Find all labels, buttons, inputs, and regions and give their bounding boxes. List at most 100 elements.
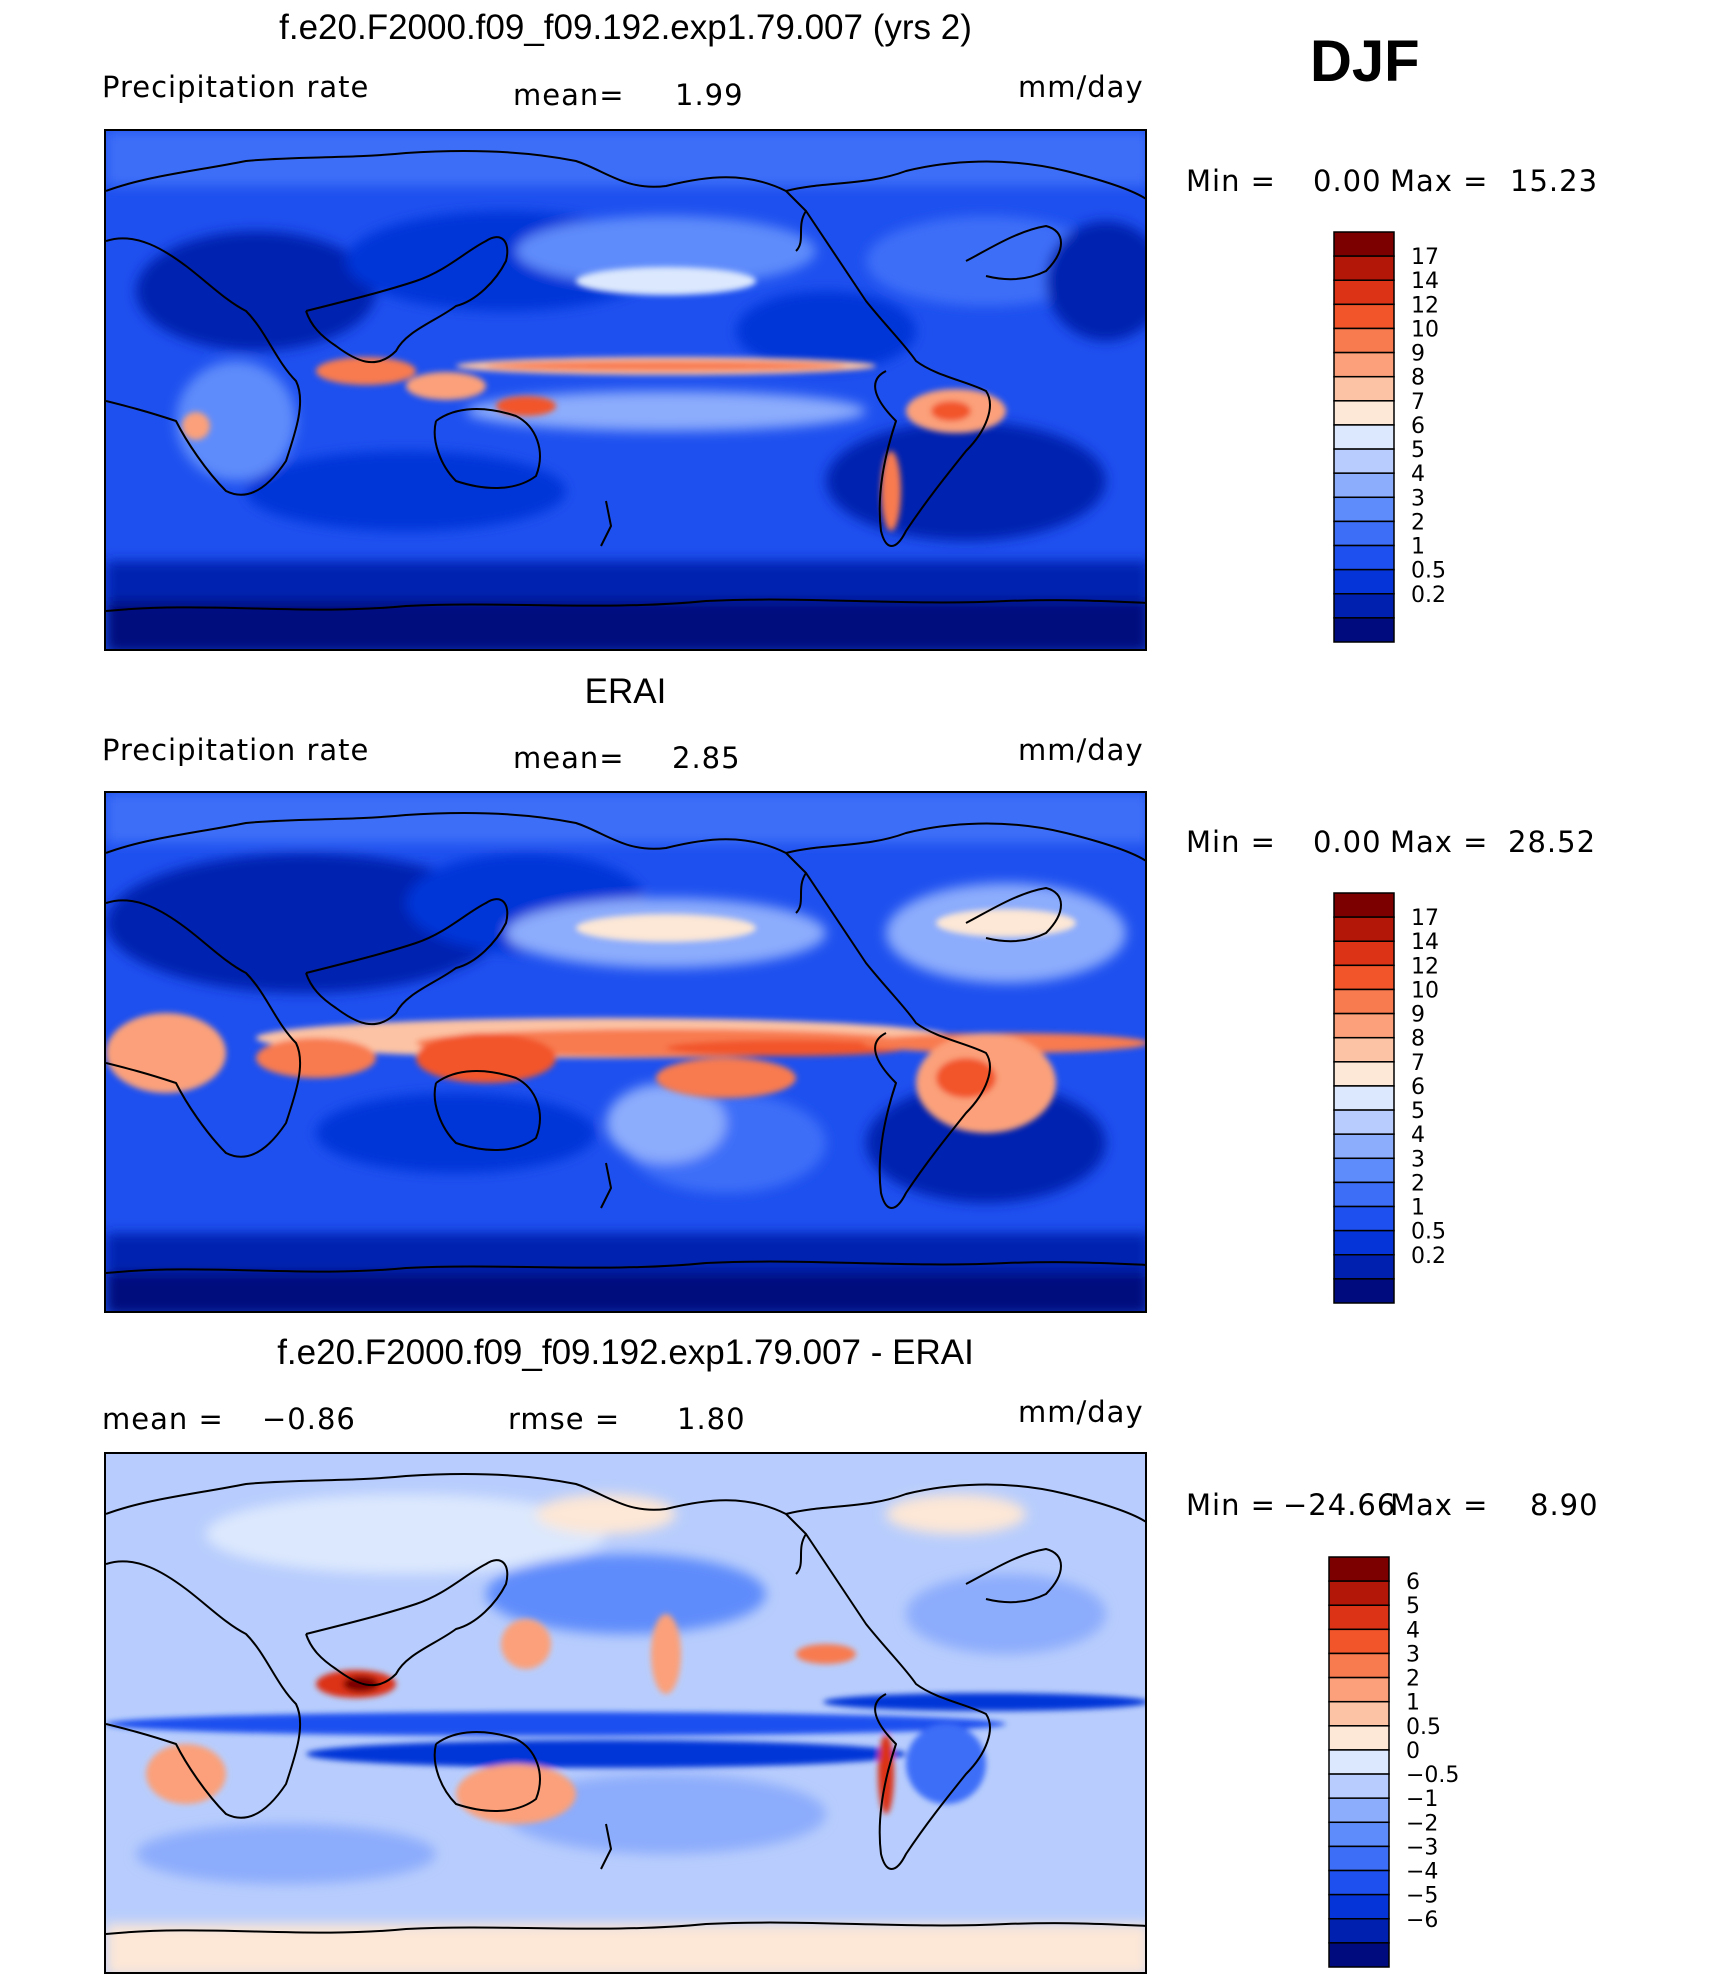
colorbar-tick-label: 7 bbox=[1411, 390, 1425, 415]
colorbar-swatch bbox=[1333, 568, 1395, 595]
colorbar-tick-label: 17 bbox=[1411, 906, 1439, 931]
colorbar-tick-label: 5 bbox=[1411, 1099, 1425, 1124]
colorbar-swatch bbox=[1328, 1628, 1390, 1655]
colorbar-swatch bbox=[1333, 1157, 1395, 1184]
colorbar-swatch bbox=[1328, 1652, 1390, 1679]
colorbar-swatch bbox=[1333, 1181, 1395, 1208]
colorbar-swatch bbox=[1333, 375, 1395, 402]
panel-3-colorbar: 6 5 4 3 2 1 0.5 0 −0.5 −1 −2 −3 −4 −5 −6 bbox=[1328, 1556, 1498, 1968]
colorbar-swatch bbox=[1328, 1725, 1390, 1751]
colorbar-swatch bbox=[1328, 1869, 1390, 1896]
colorbar-swatch bbox=[1333, 1205, 1395, 1232]
colorbar-tick-label: 6 bbox=[1411, 414, 1425, 439]
colorbar-swatch bbox=[1328, 1604, 1390, 1631]
colorbar-swatch bbox=[1333, 593, 1395, 619]
colorbar-tick-label: 3 bbox=[1406, 1642, 1420, 1667]
colorbar-tick-label: 3 bbox=[1411, 1147, 1425, 1172]
colorbar-tick-label: 8 bbox=[1411, 366, 1425, 391]
colorbar-swatch bbox=[1333, 544, 1395, 571]
colorbar-tick-label: 12 bbox=[1411, 954, 1439, 979]
colorbar-tick-label: 9 bbox=[1411, 1003, 1425, 1028]
colorbar-swatch bbox=[1333, 400, 1395, 426]
panel-3-units: mm/day bbox=[1018, 1395, 1144, 1429]
colorbar-tick-label: −5 bbox=[1406, 1884, 1438, 1909]
colorbar-tick-label: −1 bbox=[1406, 1787, 1438, 1812]
colorbar-swatch bbox=[1333, 940, 1395, 967]
panel-1-min-label: Min = bbox=[1186, 164, 1276, 198]
colorbar-swatch bbox=[1333, 892, 1395, 918]
colorbar-swatch bbox=[1333, 351, 1395, 378]
panel-1-colorbar: 17 14 12 10 9 8 7 6 5 4 3 2 1 0.5 0.2 bbox=[1333, 231, 1493, 643]
colorbar-tick-label: 0.2 bbox=[1411, 583, 1446, 608]
panel-1-min-value: 0.00 bbox=[1313, 164, 1382, 198]
colorbar-swatch bbox=[1328, 1700, 1390, 1727]
colorbar-swatch bbox=[1328, 1556, 1390, 1582]
colorbar-tick-label: −4 bbox=[1406, 1860, 1438, 1885]
panel-1-map bbox=[104, 129, 1147, 651]
colorbar-swatch bbox=[1333, 448, 1395, 474]
panel-1-map-svg bbox=[106, 131, 1145, 649]
panel-1-units: mm/day bbox=[1018, 70, 1144, 104]
panel-1-title: f.e20.F2000.f09_f09.192.exp1.79.007 (yrs… bbox=[279, 8, 972, 47]
colorbar-swatch bbox=[1333, 988, 1395, 1015]
colorbar-tick-label: 2 bbox=[1406, 1667, 1420, 1692]
colorbar-swatch bbox=[1333, 424, 1395, 450]
panel-1-max-label: Max = bbox=[1390, 164, 1489, 198]
panel-2-map-svg bbox=[106, 793, 1145, 1311]
colorbar-tick-label: 2 bbox=[1411, 1171, 1425, 1196]
colorbar-swatch bbox=[1328, 1845, 1390, 1872]
colorbar-tick-label: 1 bbox=[1411, 535, 1425, 560]
panel-2-mean-label: mean= bbox=[513, 741, 625, 775]
panel-3-min-label: Min = bbox=[1186, 1488, 1276, 1522]
colorbar-swatch bbox=[1328, 1676, 1390, 1703]
colorbar-tick-label: 7 bbox=[1411, 1051, 1425, 1076]
panel-1-variable-label: Precipitation rate bbox=[102, 70, 370, 104]
colorbar-tick-label: −0.5 bbox=[1406, 1763, 1459, 1788]
panel-3-map-svg bbox=[106, 1454, 1145, 1972]
colorbar-swatch bbox=[1333, 472, 1395, 499]
colorbar-tick-label: 10 bbox=[1411, 317, 1439, 342]
colorbar-tick-label: 5 bbox=[1411, 438, 1425, 463]
panel-2-variable-label: Precipitation rate bbox=[102, 733, 370, 767]
panel-2-max-value: 28.52 bbox=[1508, 825, 1597, 859]
panel-1-mean-label: mean= bbox=[513, 78, 625, 112]
colorbar-tick-label: 14 bbox=[1411, 930, 1439, 955]
colorbar-swatch bbox=[1328, 1893, 1390, 1920]
colorbar-tick-label: 1 bbox=[1406, 1691, 1420, 1716]
colorbar-tick-label: −2 bbox=[1406, 1811, 1438, 1836]
colorbar-tick-label: −3 bbox=[1406, 1835, 1438, 1860]
panel-2-colorbar: 17 14 12 10 9 8 7 6 5 4 3 2 1 0.5 0.2 bbox=[1333, 892, 1493, 1304]
colorbar-swatch bbox=[1333, 279, 1395, 306]
colorbar-tick-label: 4 bbox=[1406, 1618, 1420, 1643]
colorbar-tick-label: 6 bbox=[1411, 1075, 1425, 1100]
colorbar-tick-label: 5 bbox=[1406, 1594, 1420, 1619]
panel-3-max-label: Max = bbox=[1390, 1488, 1489, 1522]
colorbar-swatch bbox=[1333, 255, 1395, 281]
colorbar-swatch bbox=[1333, 916, 1395, 942]
season-label: DJF bbox=[1310, 29, 1420, 94]
colorbar-tick-label: 12 bbox=[1411, 293, 1439, 318]
colorbar-tick-label: 17 bbox=[1411, 245, 1439, 270]
panel-2-units: mm/day bbox=[1018, 733, 1144, 767]
colorbar-tick-label: 0 bbox=[1406, 1739, 1420, 1764]
colorbar-tick-label: 8 bbox=[1411, 1027, 1425, 1052]
colorbar-swatch bbox=[1333, 1254, 1395, 1280]
colorbar-tick-label: 0.5 bbox=[1411, 1220, 1446, 1245]
colorbar-tick-label: 4 bbox=[1411, 1123, 1425, 1148]
colorbar-tick-label: 9 bbox=[1411, 342, 1425, 367]
panel-1-max-value: 15.23 bbox=[1510, 164, 1599, 198]
colorbar-swatch bbox=[1333, 1109, 1395, 1135]
colorbar-swatch bbox=[1333, 617, 1395, 643]
colorbar-swatch bbox=[1333, 520, 1395, 547]
panel-3-mean-value: −0.86 bbox=[262, 1402, 356, 1436]
colorbar-swatch bbox=[1328, 1821, 1390, 1848]
colorbar-tick-label: 4 bbox=[1411, 462, 1425, 487]
colorbar-swatch bbox=[1328, 1580, 1390, 1606]
panel-2-mean-value: 2.85 bbox=[672, 741, 741, 775]
colorbar-tick-label: 3 bbox=[1411, 486, 1425, 511]
panel-3-map bbox=[104, 1452, 1147, 1974]
colorbar-swatch bbox=[1328, 1749, 1390, 1775]
